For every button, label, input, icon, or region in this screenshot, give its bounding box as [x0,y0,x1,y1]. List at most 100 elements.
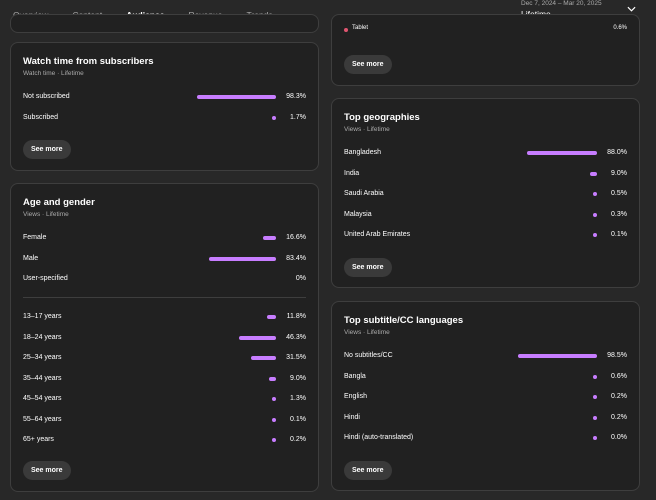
row-value: 83.4% [286,254,306,262]
list-item: Male 83.4% [23,253,306,265]
row-label: No subtitles/CC [344,352,393,359]
row-label: Female [23,234,47,241]
row-label: 35–44 years [23,374,62,382]
see-more-button[interactable]: See more [344,258,392,277]
percentage-bar [593,233,597,237]
see-more-button[interactable]: See more [344,461,392,480]
row-label: 65+ years [23,436,54,443]
row-label: Bangladesh [344,149,381,156]
row-label: Saudi Arabia [344,190,384,197]
row-value: 31.5% [286,354,306,361]
row-value: 88.0% [607,149,627,156]
card-subtitle: Views · Lifetime [23,211,69,218]
percentage-bar [250,356,276,360]
list-item: Not subscribed 98.3% [23,91,306,103]
row-value: 9.0% [611,169,627,177]
see-more-button[interactable]: See more [344,55,392,74]
percentage-bar [266,315,276,319]
top-geographies-card: Top geographies Views · Lifetime Banglad… [331,98,640,288]
row-value: 0% [295,275,306,282]
percentage-bar [518,354,597,358]
list-item: Malaysia 0.3% [344,209,627,221]
row-value: 0.3% [611,210,627,218]
list-item: 25–34 years 31.5% [23,352,306,364]
list-item: India 9.0% [344,168,627,180]
list-item: Bangladesh 88.0% [344,147,627,159]
list-item: United Arab Emirates 0.1% [344,229,627,241]
list-item: 35–44 years 9.0% [23,373,306,385]
list-item: 18–24 years 46.3% [23,332,306,344]
percentage-bar [272,397,276,401]
divider [23,297,306,298]
row-value: 46.3% [286,333,306,341]
percentage-bar [593,374,597,379]
row-label: Not subscribed [23,93,70,100]
row-label: 55–64 years [23,415,62,423]
row-value: 0.1% [611,231,627,238]
row-value: 0.2% [611,393,627,400]
row-value: 0.2% [290,436,306,443]
date-range-text: Dec 7, 2024 – Mar 20, 2025 [521,0,602,7]
row-value: 9.0% [290,374,306,382]
card-title: Age and gender [23,197,95,208]
partial-card-left-top [10,14,319,33]
percentage-bar [526,151,597,155]
watch-time-card: Watch time from subscribers Watch time ·… [10,42,319,171]
row-value: 0.6% [611,372,627,380]
list-item: 45–54 years 1.3% [23,393,306,405]
list-item: Hindi (auto-translated) 0.0% [344,432,627,444]
row-label: Subscribed [23,113,59,121]
device-value: 0.6% [613,25,627,31]
row-label: 18–24 years [23,333,62,341]
row-value: 98.5% [607,352,627,359]
see-more-button[interactable]: See more [23,140,71,159]
list-item: Saudi Arabia 0.5% [344,188,627,200]
percentage-bar [589,171,597,176]
list-item: Subscribed 1.7% [23,112,306,124]
row-label: 13–17 years [23,313,62,320]
legend-dot [344,28,348,32]
row-label: India [344,169,360,177]
row-label: United Arab Emirates [344,231,411,238]
list-item: Bangla 0.6% [344,371,627,383]
percentage-bar [238,335,276,340]
row-value: 1.3% [290,395,306,402]
card-title: Top geographies [344,112,420,123]
percentage-bar [593,212,597,217]
row-value: 0.0% [611,434,627,441]
row-value: 16.6% [286,234,306,241]
list-item: 65+ years 0.2% [23,434,306,446]
row-label: 45–54 years [23,395,62,402]
see-more-button[interactable]: See more [23,461,71,480]
subtitle-languages-card: Top subtitle/CC languages Views · Lifeti… [331,301,640,491]
percentage-bar [272,115,276,120]
card-subtitle: Views · Lifetime [344,329,390,336]
row-label: User-specified [23,275,68,282]
row-value: 0.2% [611,413,627,421]
chevron-down-icon [627,6,636,12]
card-subtitle: Views · Lifetime [344,126,390,133]
percentage-bar [209,256,276,261]
percentage-bar [272,417,276,422]
row-value: 0.5% [611,190,627,197]
row-label: English [344,393,367,400]
card-title: Watch time from subscribers [23,56,154,67]
percentage-bar [197,95,276,99]
percentage-bar [593,436,597,440]
row-label: Bangla [344,372,366,380]
row-label: Malaysia [344,210,372,218]
card-subtitle: Watch time · Lifetime [23,70,84,77]
list-item: Hindi 0.2% [344,412,627,424]
list-item: 55–64 years 0.1% [23,414,306,426]
device-label: Tablet [352,25,369,31]
percentage-bar [262,236,276,240]
row-value: 0.1% [290,415,306,423]
percentage-bar [593,395,597,399]
row-label: Male [23,254,39,262]
percentage-bar [272,438,276,442]
list-item: No subtitles/CC 98.5% [344,350,627,362]
row-label: Hindi (auto-translated) [344,434,414,441]
list-item: 13–17 years 11.8% [23,311,306,323]
list-item: User-specified 0% [23,273,306,285]
percentage-bar [593,192,597,196]
